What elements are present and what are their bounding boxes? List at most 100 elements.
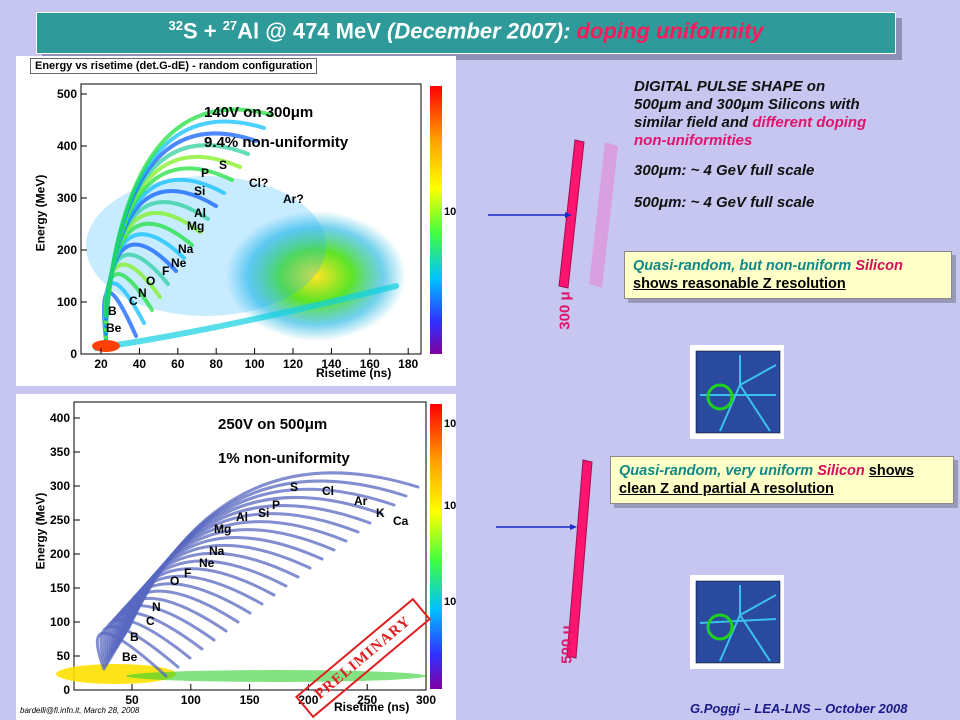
dps-line-3a: similar field and bbox=[634, 114, 753, 131]
note-top-d: shows reasonable Z resolution bbox=[633, 276, 846, 292]
plot-bottom-credit: bardelli@fi.infn.it, March 28, 2008 bbox=[20, 706, 140, 715]
plot-top-x-tick-label: 60 bbox=[171, 357, 185, 371]
plot-top-x-tick-label: 140 bbox=[321, 357, 341, 371]
element-label: Ca bbox=[393, 514, 409, 528]
plot-bottom-annotation-uniformity: 1% non-uniformity bbox=[218, 450, 350, 467]
plot-bottom-ylabel: Energy (MeV) bbox=[33, 492, 48, 570]
note-top: Quasi-random, but non-uniform Silicon sh… bbox=[624, 251, 952, 299]
detector-500 bbox=[566, 459, 593, 659]
plot-top-y-tick-label: 100 bbox=[57, 295, 77, 309]
plot-top-annotation-uniformity: 9.4% non-uniformity bbox=[204, 134, 349, 151]
element-label: F bbox=[184, 566, 192, 580]
element-label: Ar bbox=[354, 494, 368, 508]
plot-top-x-tick-label: 180 bbox=[398, 357, 418, 371]
element-label: P bbox=[201, 166, 210, 180]
element-label: C bbox=[146, 614, 155, 628]
plot-top-y-tick-label: 200 bbox=[57, 243, 77, 257]
element-label: Mg bbox=[214, 522, 232, 536]
element-label: Al bbox=[236, 510, 248, 524]
plot-bottom-y-tick-label: 200 bbox=[50, 547, 70, 561]
plot-bottom-annotation-voltage: 250V on 500μm bbox=[218, 416, 328, 433]
s-mass-number: 32 bbox=[168, 18, 183, 33]
element-label: Na bbox=[178, 242, 194, 256]
plot-top-colorbar-tick: 10 bbox=[444, 206, 456, 218]
s-symbol: S + bbox=[182, 18, 223, 44]
note-top-a: Quasi-random bbox=[633, 258, 732, 274]
element-label: Si bbox=[194, 184, 206, 198]
plot-bottom-y-tick-label: 0 bbox=[63, 683, 70, 697]
element-label: K bbox=[376, 506, 385, 520]
note-bottom-c: Silicon bbox=[817, 463, 865, 479]
detector-300-label: 300 μ bbox=[556, 291, 574, 330]
slide-title: 32S + 27Al @ 474 MeV (December 2007): do… bbox=[37, 18, 895, 44]
title-bar: 32S + 27Al @ 474 MeV (December 2007): do… bbox=[36, 12, 896, 54]
plot-bottom-y-tick-label: 100 bbox=[50, 615, 70, 629]
dps-line-1: DIGITAL PULSE SHAPE on bbox=[634, 78, 826, 95]
plot-top-y-tick-label: 300 bbox=[57, 191, 77, 205]
plot-bottom-y-tick-label: 400 bbox=[50, 411, 70, 425]
plot-top-title: Energy vs risetime (det.G-dE) - random c… bbox=[30, 58, 318, 74]
dps-line-2: 500μm and 300μm Silicons with bbox=[634, 96, 860, 113]
element-label: Na bbox=[209, 544, 225, 558]
plot-bottom-y-tick-label: 250 bbox=[50, 513, 70, 527]
hot-spot bbox=[92, 340, 120, 352]
element-label: Al bbox=[194, 206, 206, 220]
plot-bottom-x-tick-label: 250 bbox=[357, 693, 377, 707]
title-topic: doping uniformity bbox=[576, 18, 764, 44]
element-label: B bbox=[130, 630, 139, 644]
plot-bottom-frame bbox=[73, 401, 427, 691]
plot-bottom-y-tick-label: 300 bbox=[50, 479, 70, 493]
thumbnail-nonuniform bbox=[690, 345, 784, 439]
detector-300-shadow bbox=[589, 142, 618, 288]
plot-bottom-x-tick-label: 150 bbox=[240, 693, 260, 707]
detector-500-label: 500 μ bbox=[558, 625, 576, 664]
plot-top-y-tick-label: 0 bbox=[70, 347, 77, 361]
plot-top-y-tick-label: 400 bbox=[57, 139, 77, 153]
element-label: Cl bbox=[322, 484, 334, 498]
element-label: O bbox=[146, 274, 156, 288]
al-mass-number: 27 bbox=[222, 18, 238, 33]
plot-bottom-colorbar-tick: 10 bbox=[444, 500, 456, 512]
element-label: Mg bbox=[187, 219, 205, 233]
plot-bottom-canvas: 50 100 150 200 250 300 0 50 100 150 200 250 300 350 40… bbox=[50, 401, 442, 707]
plot-bottom-x-tick-label: 300 bbox=[416, 693, 436, 707]
note-bottom-d: shows clean Z and partial A resolution bbox=[619, 463, 914, 497]
note-bottom: Quasi-random, very uniform Silicon shows… bbox=[610, 456, 954, 504]
plot-bottom-colorbar-tick: 10 bbox=[444, 418, 456, 430]
plot-top-x-tick-label: 40 bbox=[133, 357, 147, 371]
fullscale-500: 500μm: ~ 4 GeV full scale bbox=[634, 194, 815, 211]
note-top-c: Silicon bbox=[855, 258, 903, 274]
dps-line-3b: different doping bbox=[752, 114, 867, 131]
element-label: F bbox=[162, 264, 170, 278]
plot-bottom-xlabel: Risetime (ns) bbox=[334, 700, 410, 714]
title-date: (December 2007): bbox=[387, 18, 577, 44]
footer-credit: G.Poggi – LEA-LNS – October 2008 bbox=[690, 701, 908, 716]
element-label: Ne bbox=[199, 556, 215, 570]
plot-bottom: 50 100 150 200 250 300 0 50 100 150 200 250 300 350 40… bbox=[16, 394, 456, 720]
fullscale-300: 300μm: ~ 4 GeV full scale bbox=[634, 162, 815, 179]
detector-300 bbox=[558, 139, 585, 289]
plot-bottom-colorbar-tick: 10 bbox=[444, 596, 456, 608]
beam-arrowhead-top bbox=[565, 212, 572, 218]
dps-line-3: similar field and different doping bbox=[634, 114, 954, 132]
plot-bottom-colorbar bbox=[430, 404, 442, 689]
element-label: Si bbox=[258, 506, 270, 520]
plot-top-colorbar bbox=[430, 86, 442, 354]
plot-top-x-tick-label: 100 bbox=[245, 357, 265, 371]
plot-bottom-y-tick-label: 50 bbox=[57, 649, 71, 663]
dps-description: DIGITAL PULSE SHAPE on 500μm and 300μm S… bbox=[634, 78, 954, 212]
plot-bottom-x-tick-label: 50 bbox=[125, 693, 139, 707]
plot-top-x-tick-label: 160 bbox=[360, 357, 380, 371]
thumbnail-uniform bbox=[690, 575, 784, 669]
element-label: B bbox=[108, 304, 117, 318]
plot-top-annotation-voltage: 140V on 300μm bbox=[204, 104, 314, 121]
plot-top-canvas: 20 40 60 80 100 120 140 160 180 0 100 200 300 400 500 bbox=[57, 83, 442, 371]
ridge-band bbox=[104, 107, 274, 318]
element-label: P bbox=[272, 498, 281, 512]
element-label: N bbox=[138, 286, 147, 300]
plot-top-ylabel: Energy (MeV) bbox=[33, 174, 48, 252]
plot-top-x-tick-label: 20 bbox=[94, 357, 108, 371]
plot-bottom-y-tick-label: 350 bbox=[50, 445, 70, 459]
plot-bottom-x-tick-label: 100 bbox=[181, 693, 201, 707]
element-label: Ne bbox=[171, 256, 187, 270]
